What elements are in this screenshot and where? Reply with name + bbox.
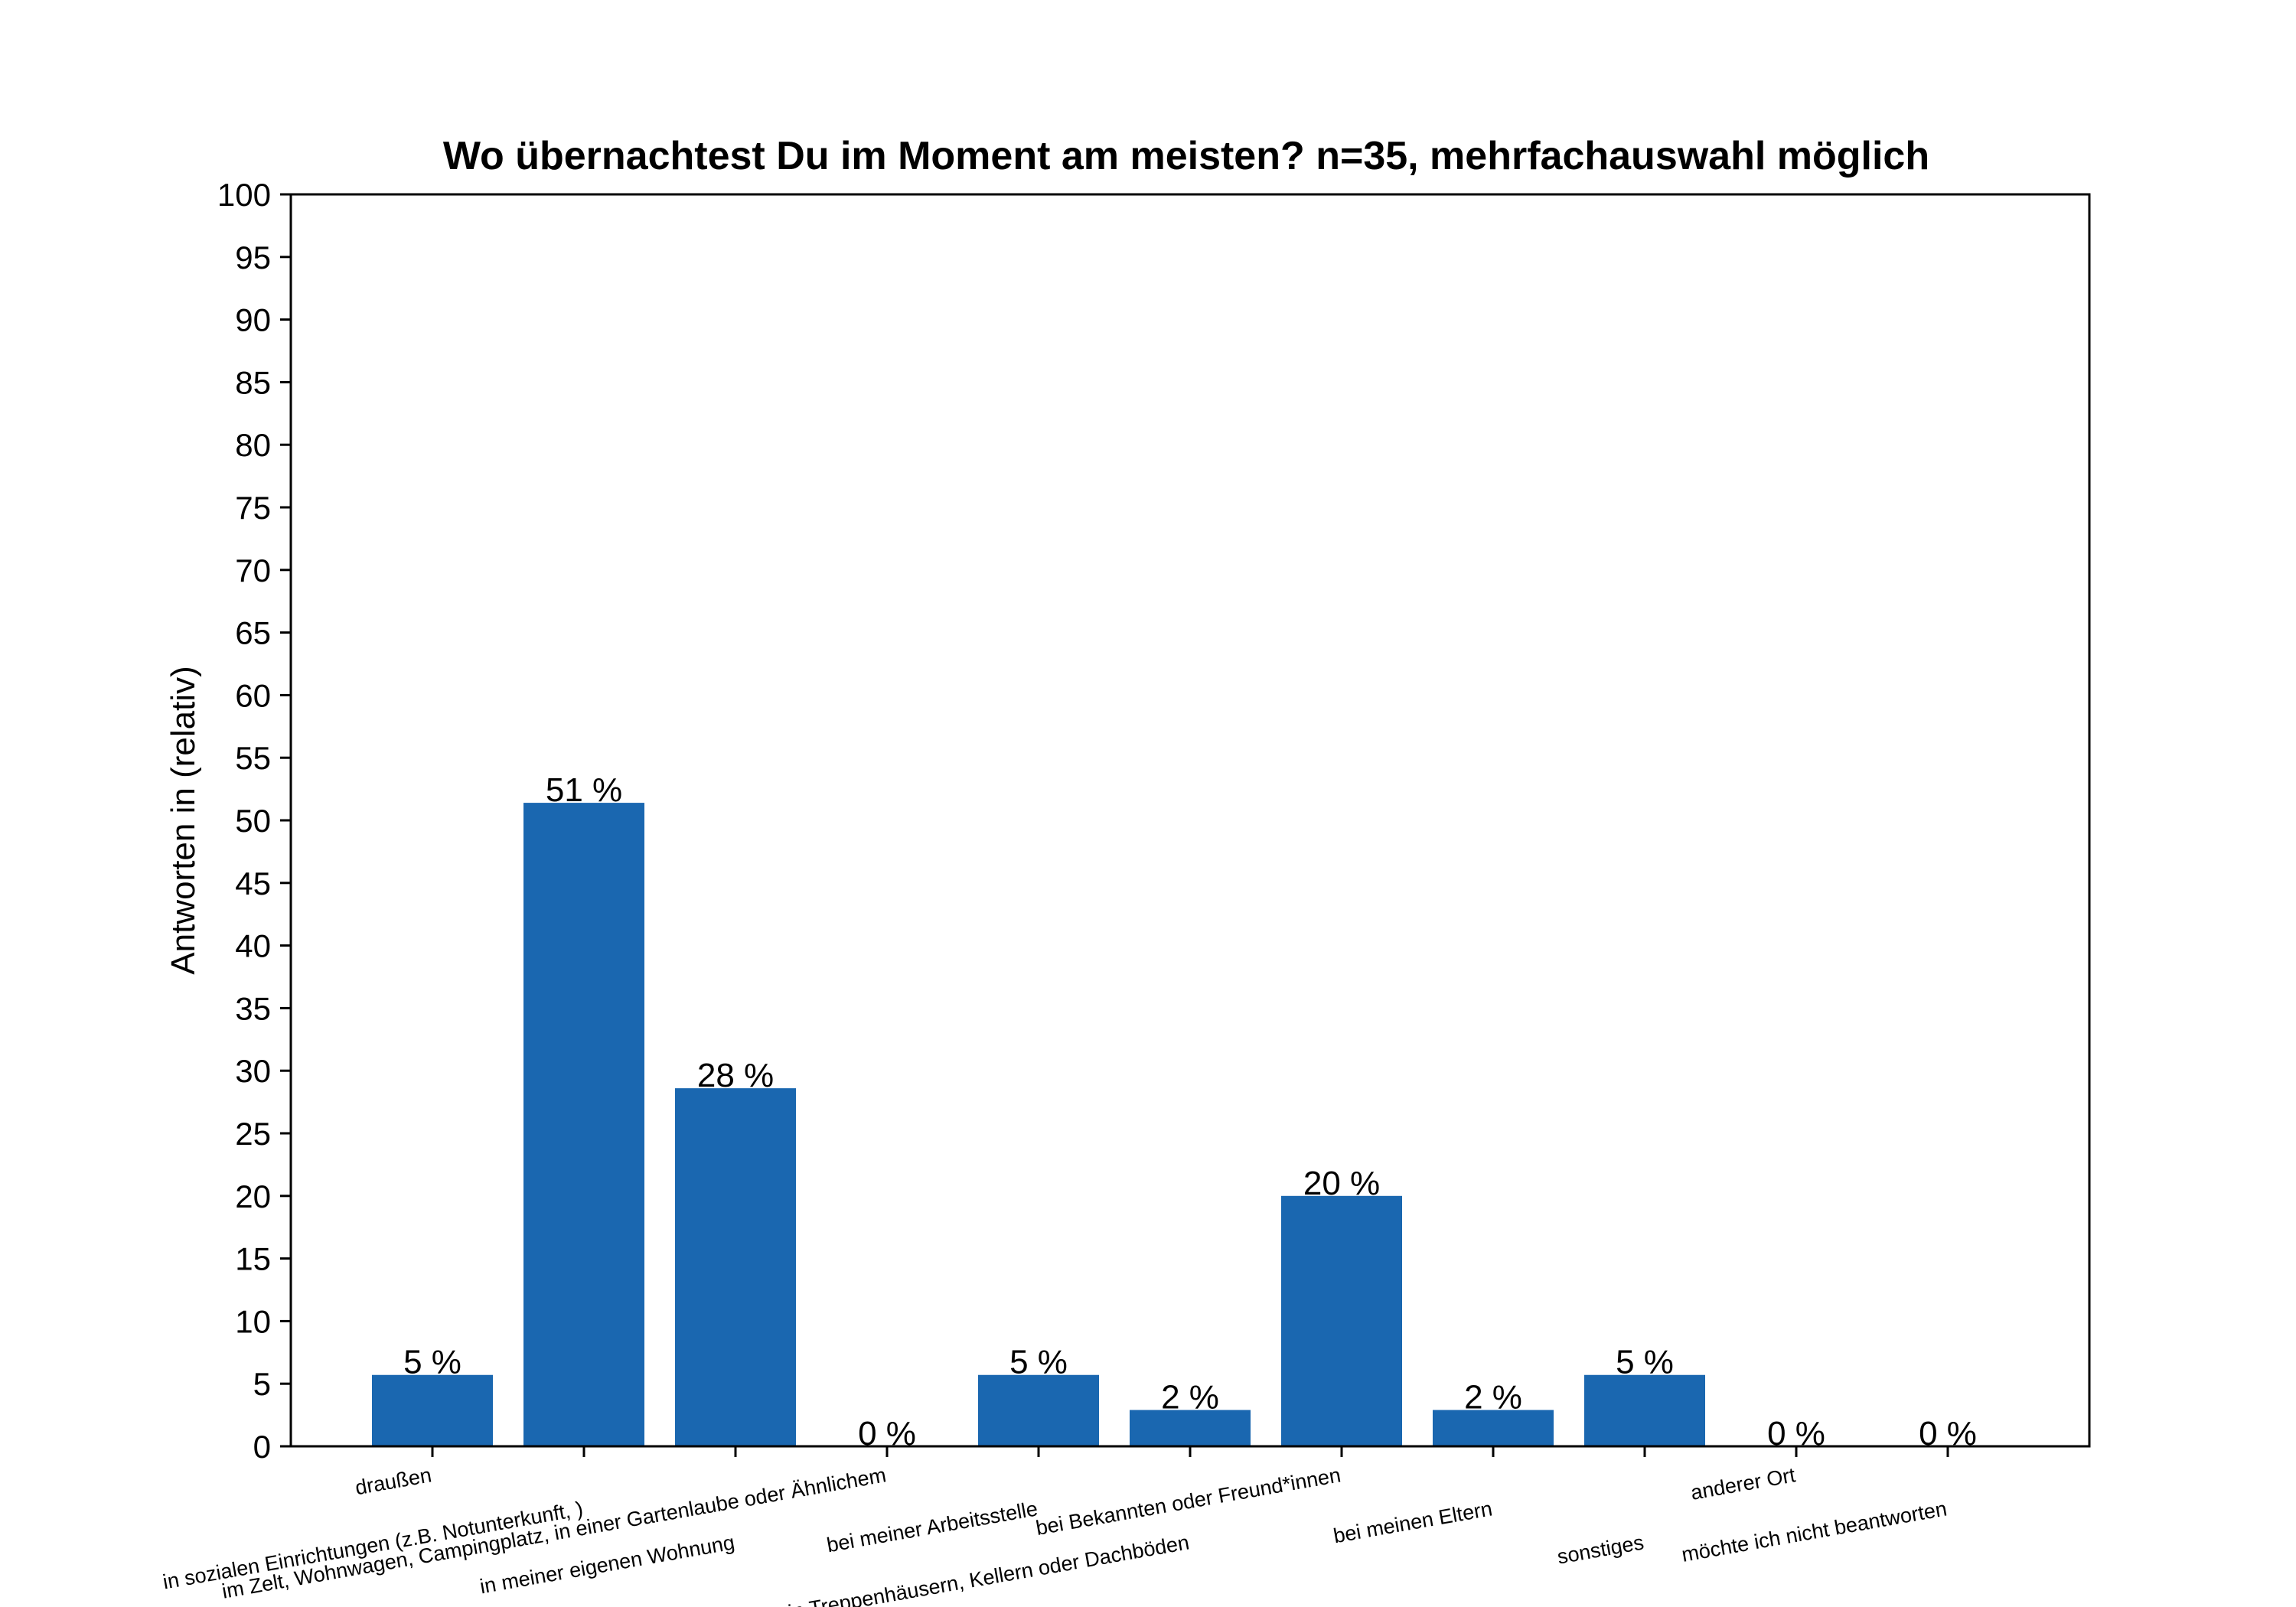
bar-value-label: 20 % <box>1303 1165 1380 1202</box>
x-tick-label: möchte ich nicht beantworten <box>1680 1497 1949 1566</box>
x-tick-label: draußen <box>354 1463 433 1499</box>
bar-value-label: 28 % <box>697 1057 774 1094</box>
y-tick-label: 90 <box>235 302 271 338</box>
x-tick-label: bei meinen Eltern <box>1332 1497 1494 1547</box>
y-axis-label: Antworten in (relativ) <box>165 666 202 974</box>
y-tick-label: 80 <box>235 427 271 463</box>
bar <box>1433 1410 1554 1446</box>
y-tick-label: 0 <box>253 1429 271 1465</box>
y-tick-label: 65 <box>235 615 271 651</box>
bar <box>1130 1410 1251 1446</box>
bar <box>1281 1195 1402 1446</box>
bar <box>1584 1374 1705 1446</box>
y-axis-ticks: 0 5 10 15 20 25 30 35 40 45 50 55 60 65 70 75 80 85 90 95 10… <box>217 177 291 1465</box>
bar <box>675 1088 796 1446</box>
bar-value-label: 51 % <box>546 771 622 809</box>
data-labels-group: 5 %51 %28 %0 %5 %2 %20 %2 %5 %0 % 0 % <box>403 771 1977 1452</box>
plot-frame <box>289 193 2091 1448</box>
y-tick-label: 45 <box>235 865 271 901</box>
bar <box>523 803 644 1446</box>
y-tick-label: 60 <box>235 677 271 713</box>
y-tick-label: 100 <box>217 177 271 213</box>
y-tick-label: 40 <box>235 928 271 964</box>
bar-value-label: 2 % <box>1161 1379 1219 1416</box>
y-tick-label: 20 <box>235 1178 271 1214</box>
y-tick-label: 50 <box>235 803 271 839</box>
y-tick-label: 25 <box>235 1116 271 1152</box>
y-tick-label: 15 <box>235 1241 271 1277</box>
x-tick-label: bei Bekannten oder Freund*innen <box>1034 1463 1342 1540</box>
y-tick-label: 75 <box>235 490 271 526</box>
bar <box>978 1374 1099 1446</box>
bar-value-label: 5 % <box>403 1344 461 1381</box>
y-tick-label: 5 <box>253 1366 271 1402</box>
bar-value-label: 5 % <box>1009 1344 1068 1381</box>
bar <box>372 1374 493 1446</box>
x-tick-label: bei meiner Arbeitsstelle <box>825 1497 1039 1556</box>
y-tick-label: 35 <box>235 990 271 1026</box>
y-tick-label: 30 <box>235 1053 271 1089</box>
x-tick-label: anderer Ort <box>1689 1463 1798 1504</box>
y-tick-label: 70 <box>235 553 271 588</box>
y-tick-label: 55 <box>235 740 271 776</box>
y-tick-label: 10 <box>235 1303 271 1339</box>
y-tick-label: 95 <box>235 240 271 275</box>
y-tick-label: 85 <box>235 364 271 400</box>
bars-group <box>372 803 1705 1446</box>
x-tick-label: sonstiges <box>1555 1530 1645 1568</box>
bar-value-label: 2 % <box>1464 1379 1522 1416</box>
chart-title: Wo übernachtest Du im Moment am meisten?… <box>443 134 1929 178</box>
bar-value-label: 5 % <box>1616 1344 1674 1381</box>
